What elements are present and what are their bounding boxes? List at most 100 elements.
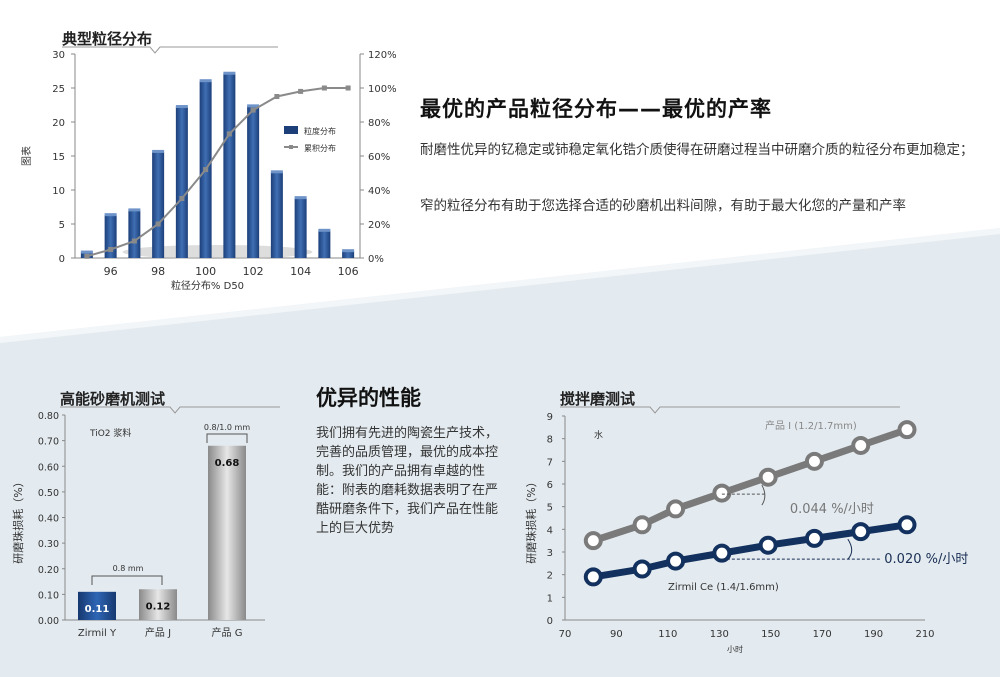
stir-rate-arc [847, 538, 853, 560]
mill-y-tick-label: 0.70 [38, 437, 59, 448]
paragraph-1: 耐磨性优异的钇稳定或铈稳定氧化锆介质使得在研磨过程当中研磨介质的粒径分布更加稳定… [420, 142, 974, 158]
psd-bar [152, 151, 165, 258]
psd-y2-tick-label: 100% [368, 84, 397, 95]
psd-bar [318, 230, 331, 258]
stir-x-axis-label: 小时 [727, 644, 743, 654]
psd-bar [104, 215, 117, 258]
psd-cumulative-point [179, 196, 185, 201]
mill-chart: 0.00 0.10 0.20 0.30 0.40 0.50 0.60 0.70 0.80 研磨珠损… [11, 406, 280, 639]
stir-series-point [632, 515, 652, 535]
stir-y-tick-label: 2 [547, 571, 553, 582]
mill-y-tick-label: 0.60 [38, 462, 59, 473]
mill-x-tick-label: 产品 J [145, 626, 171, 639]
stir-y-tick-label: 6 [547, 480, 553, 491]
psd-bar-cap [104, 213, 117, 217]
psd-bar [128, 210, 141, 258]
stir-series-point [666, 551, 686, 571]
stir-medium-note: 水 [594, 429, 603, 441]
stir-title-underline [560, 406, 900, 414]
middle-title: 优异的性能 [316, 386, 421, 410]
mill-y-tick-label: 0.50 [38, 488, 59, 499]
psd-y2-tick-label: 40% [368, 186, 390, 197]
stir-x-tick-label: 170 [813, 629, 832, 640]
stir-y-tick-label: 1 [547, 593, 553, 604]
mill-bracket-right-label: 0.8/1.0 mm [204, 423, 250, 432]
stir-x-tick-label: 70 [559, 629, 572, 640]
stir-series-point [758, 535, 778, 555]
stir-series-point [666, 499, 686, 519]
stir-series-point [804, 528, 824, 548]
stir-series-label: 产品 I (1.2/1.7mm) [765, 419, 857, 432]
psd-y-tick-label: 30 [52, 50, 65, 61]
psd-x-tick-label: 98 [151, 265, 165, 278]
mill-y-tick-label: 0.00 [38, 616, 59, 627]
psd-bar-cap [199, 79, 212, 83]
psd-bar-cap [80, 250, 93, 254]
stir-series-point [851, 435, 871, 455]
stir-series-point [758, 467, 778, 487]
mill-y-tick-label: 0.40 [38, 514, 59, 525]
psd-legend-line-marker [289, 145, 293, 149]
stir-chart: 0 1 2 3 4 5 6 7 8 9 70 90 110 130 150 170 190 210 小时 研磨珠损耗（… [524, 406, 968, 654]
stir-series-label: Zirmil Ce (1.4/1.6mm) [668, 582, 779, 593]
stir-series-point [712, 483, 732, 503]
psd-cumulative-point [345, 85, 351, 91]
stir-y-tick-label: 9 [547, 412, 553, 423]
psd-bar [223, 73, 236, 258]
stir-x-tick-label: 90 [610, 629, 623, 640]
stir-y-axis-label: 研磨珠损耗（%） [524, 476, 538, 563]
psd-cumulative-point [131, 238, 137, 244]
psd-y-tick-label: 20 [52, 118, 65, 129]
mill-bracket-right [206, 433, 248, 443]
mill-y-tick-label: 0.80 [38, 411, 59, 422]
stir-rate-label: 0.020 %/小时 [884, 552, 968, 567]
psd-bar-cap [223, 71, 236, 75]
psd-chart-title: 典型粒径分布 [62, 30, 153, 48]
psd-x-tick-label: 100 [195, 265, 216, 278]
psd-y-tick-label: 5 [59, 220, 65, 231]
psd-bar [247, 106, 260, 258]
psd-bar-cap [270, 170, 283, 174]
mill-bracket-left-label: 0.8 mm [113, 564, 144, 573]
psd-y-axis-label: 图表 [20, 146, 33, 166]
psd-x-tick-label: 104 [290, 265, 311, 278]
middle-text: 我们拥有先进的陶瓷生产技术，完善的品质管理，最优的成本控制。我们的产品拥有卓越的… [316, 426, 499, 536]
mill-title-underline [60, 406, 280, 414]
stir-series-point [897, 515, 917, 535]
psd-y-tick-label: 25 [52, 84, 65, 95]
stir-y-tick-label: 8 [547, 435, 553, 446]
psd-bar [294, 198, 307, 258]
stir-x-tick-label: 110 [658, 629, 677, 640]
psd-x-axis-label: 粒径分布% D50 [171, 279, 244, 292]
stir-rate-label: 0.044 %/小时 [790, 502, 874, 517]
mill-slurry-note: TiO2 浆料 [89, 427, 131, 439]
psd-legend-bar-swatch [284, 126, 298, 134]
psd-cumulative-point [226, 131, 232, 137]
mill-y-tick-label: 0.20 [38, 565, 59, 576]
psd-y2-tick-label: 120% [368, 50, 397, 61]
psd-x-tick-label: 102 [243, 265, 264, 278]
stir-y-tick-label: 0 [547, 616, 553, 627]
psd-cumulative-point [321, 85, 327, 91]
mill-y-tick-label: 0.10 [38, 590, 59, 601]
mill-chart-title: 高能砂磨机测试 [60, 390, 166, 408]
stir-rate-arc [761, 484, 766, 506]
mill-x-tick-label: 产品 G [212, 626, 243, 639]
psd-y2-tick-label: 20% [368, 220, 390, 231]
mill-bar [78, 591, 116, 620]
psd-bar-cap [318, 228, 331, 232]
stir-series-point [804, 451, 824, 471]
psd-title-underline [62, 46, 278, 54]
stir-y-tick-label: 7 [547, 457, 553, 468]
psd-bar-cap [175, 105, 188, 109]
stir-chart-title: 搅拌磨测试 [560, 390, 636, 408]
stir-series-point [583, 567, 603, 587]
stir-series-point [712, 543, 732, 563]
psd-cumulative-line [86, 87, 349, 258]
stir-x-tick-label: 210 [915, 629, 934, 640]
stir-y-tick-label: 4 [547, 525, 553, 536]
stir-x-tick-label: 130 [710, 629, 729, 640]
psd-bar [342, 251, 355, 258]
stir-x-tick-label: 190 [864, 629, 883, 640]
